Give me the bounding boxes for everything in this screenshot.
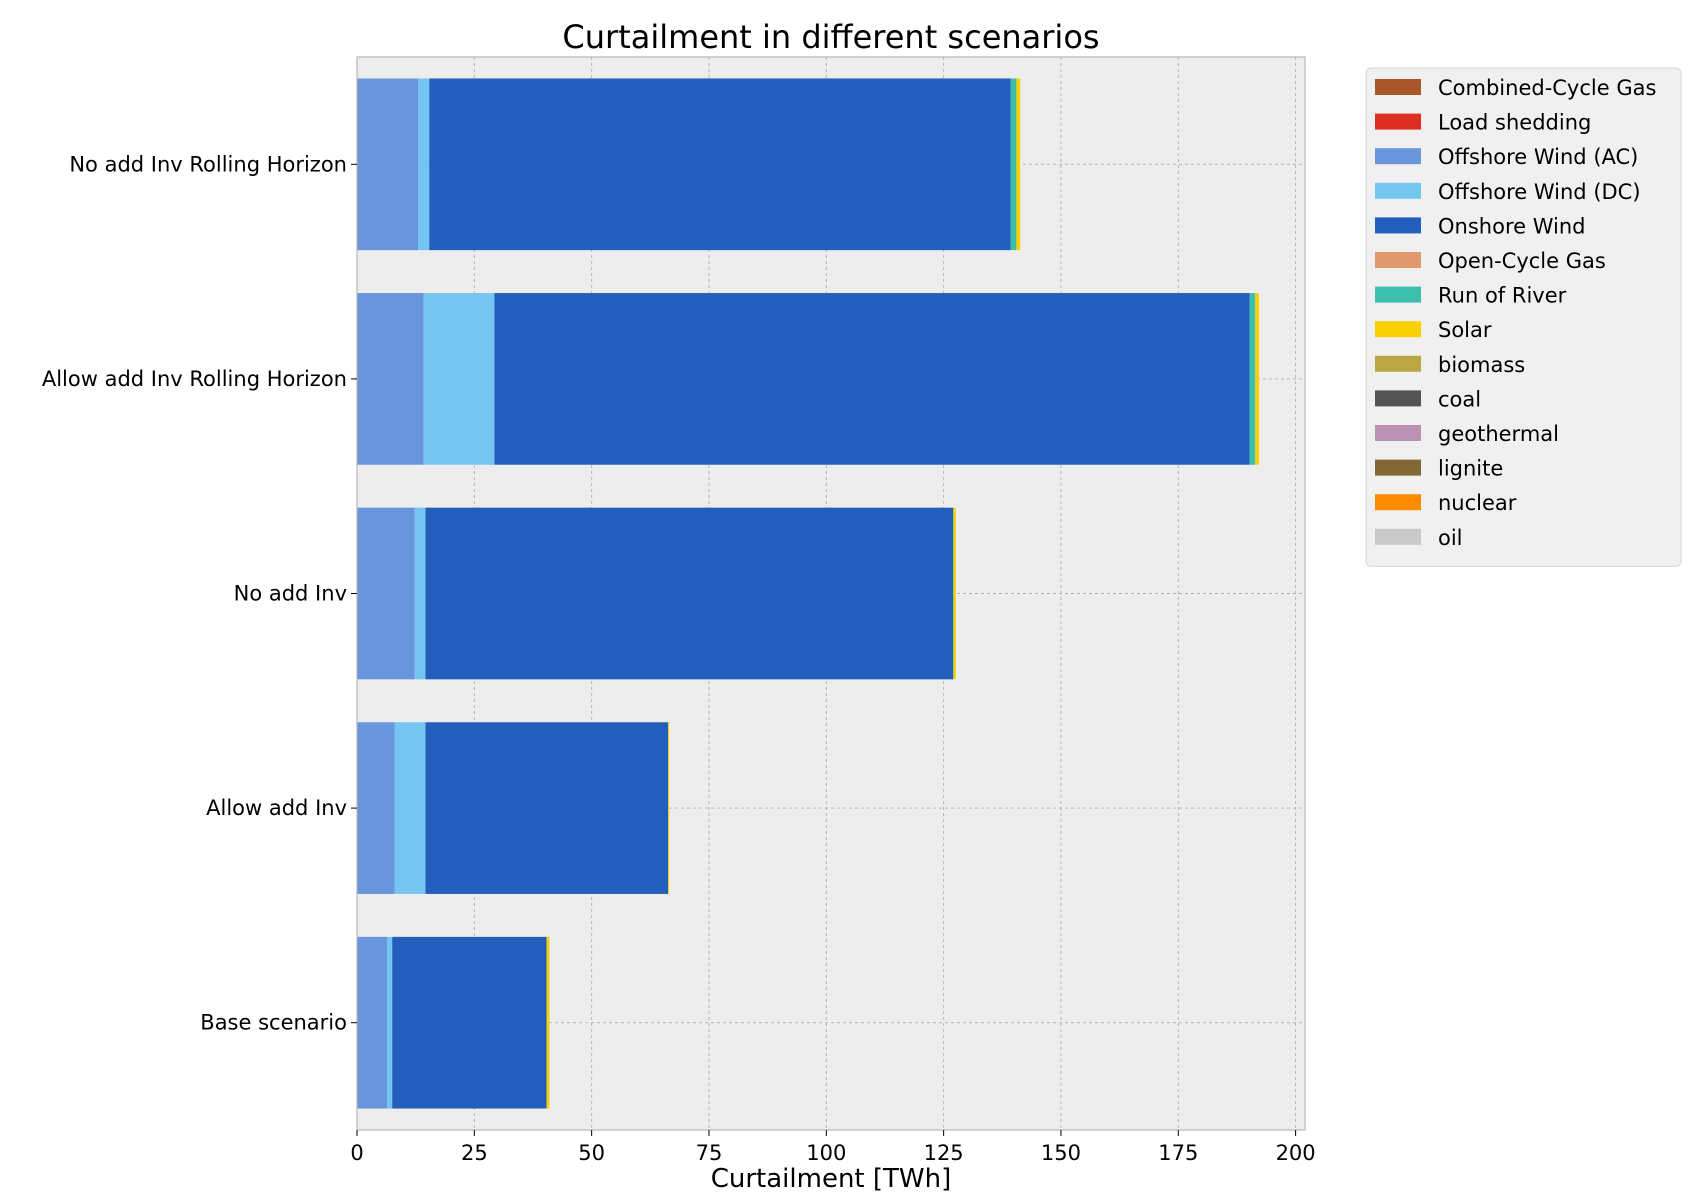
bar-segment xyxy=(392,936,547,1109)
x-tick-label: 150 xyxy=(1041,1141,1081,1165)
bar-stack xyxy=(357,78,1021,251)
y-tick-label: Allow add Inv xyxy=(206,796,347,820)
legend-swatch xyxy=(1375,425,1421,441)
bar-segment xyxy=(1255,293,1260,465)
bar-segment xyxy=(357,936,388,1109)
bar-segment xyxy=(357,507,415,680)
legend-swatch xyxy=(1375,390,1421,407)
bar-stacks xyxy=(357,78,1260,1109)
bar-segment xyxy=(414,507,426,680)
x-tick-label: 50 xyxy=(578,1141,605,1165)
chart-title: Curtailment in different scenarios xyxy=(562,18,1099,56)
y-axis-ticks: No add Inv Rolling Horizon Allow add Inv … xyxy=(42,152,357,1035)
legend-swatch xyxy=(1375,321,1421,338)
legend-swatch xyxy=(1375,252,1421,268)
bar-segment xyxy=(1249,293,1256,465)
x-tick-label: 100 xyxy=(806,1141,846,1165)
bar-segment xyxy=(357,722,395,894)
legend-swatch xyxy=(1375,148,1421,165)
legend-label: Run of River xyxy=(1438,284,1567,308)
legend-label: Offshore Wind (DC) xyxy=(1438,180,1641,204)
legend-swatch xyxy=(1375,528,1421,545)
x-tick-label: 0 xyxy=(350,1141,363,1165)
x-axis-label: Curtailment [TWh] xyxy=(711,1164,952,1194)
x-tick-label: 200 xyxy=(1276,1141,1316,1165)
bar-segment xyxy=(425,722,669,894)
legend-label: Solar xyxy=(1438,318,1492,342)
legend-label: Load shedding xyxy=(1438,111,1591,135)
bar-segment xyxy=(668,722,670,894)
bar-segment xyxy=(953,507,954,680)
legend-label: Combined-Cycle Gas xyxy=(1438,76,1656,100)
bar-stack xyxy=(357,293,1260,465)
bar-segment xyxy=(357,293,424,465)
bar-segment xyxy=(429,78,1011,251)
bar-segment xyxy=(357,78,419,251)
legend-label: Onshore Wind xyxy=(1438,214,1585,238)
bar-stack xyxy=(357,722,670,894)
legend: Combined-Cycle Gas Load shedding Offshore … xyxy=(1365,67,1682,567)
legend-box xyxy=(1365,67,1682,567)
bar-segment xyxy=(394,722,426,894)
bar-segment xyxy=(423,293,495,465)
legend-label: coal xyxy=(1438,387,1481,411)
bar-stack xyxy=(357,936,550,1109)
legend-swatch xyxy=(1375,182,1421,199)
bar-segment xyxy=(546,936,550,1109)
legend-label: oil xyxy=(1438,526,1463,550)
y-tick-label: No add Inv Rolling Horizon xyxy=(69,152,347,176)
legend-label: nuclear xyxy=(1438,491,1517,515)
bar-segment xyxy=(494,293,1250,465)
bar-segment xyxy=(953,507,956,680)
x-tick-label: 75 xyxy=(696,1141,723,1165)
legend-label: lignite xyxy=(1438,457,1503,481)
x-tick-label: 125 xyxy=(924,1141,964,1165)
bar-segment xyxy=(425,507,954,680)
legend-label: Offshore Wind (AC) xyxy=(1438,145,1638,169)
legend-label: geothermal xyxy=(1438,422,1559,446)
bar-stack xyxy=(357,507,956,680)
legend-label: biomass xyxy=(1438,353,1525,377)
legend-swatch xyxy=(1375,79,1421,95)
y-tick-label: Allow add Inv Rolling Horizon xyxy=(42,367,347,391)
x-tick-label: 175 xyxy=(1158,1141,1198,1165)
legend-swatch xyxy=(1375,113,1421,130)
legend-swatch xyxy=(1375,494,1421,511)
x-axis-ticks: 0 25 50 75 100 125 150 175 200 xyxy=(350,1130,1316,1165)
legend-swatch xyxy=(1375,217,1421,234)
legend-label: Open-Cycle Gas xyxy=(1438,249,1606,273)
bar-segment xyxy=(387,936,393,1109)
bar-segment xyxy=(1010,78,1017,251)
legend-swatch xyxy=(1375,286,1421,303)
legend-swatch xyxy=(1375,459,1421,476)
y-tick-label: Base scenario xyxy=(200,1011,347,1035)
legend-swatch xyxy=(1375,355,1421,372)
y-tick-label: No add Inv xyxy=(234,582,347,606)
bar-segment xyxy=(418,78,430,251)
bar-segment xyxy=(1016,78,1021,251)
x-tick-label: 25 xyxy=(461,1141,488,1165)
